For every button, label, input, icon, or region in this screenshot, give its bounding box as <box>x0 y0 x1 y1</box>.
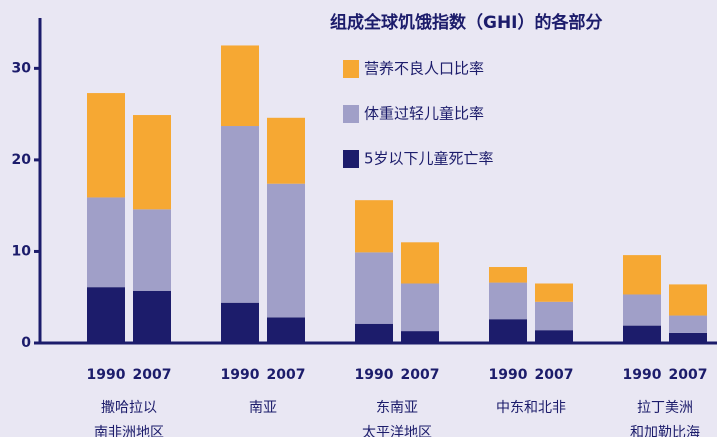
legend-label: 营养不良人口比率 <box>364 60 484 78</box>
x-tick-label: 2007 <box>133 367 172 383</box>
x-tick-label: 2007 <box>267 367 306 383</box>
x-tick-label: 1990 <box>221 367 260 383</box>
y-tick-label: 20 <box>12 152 32 168</box>
bar-segment <box>623 294 661 326</box>
bar-segment <box>623 255 661 295</box>
x-tick-label: 1990 <box>355 367 394 383</box>
bar-segment <box>221 126 259 303</box>
group-label: 东南亚 <box>376 400 418 416</box>
bar-segment <box>489 319 527 343</box>
bar-segment <box>355 200 393 253</box>
chart-title: 组成全球饥饿指数（GHI）的各部分 <box>330 12 603 33</box>
bar-segment <box>221 45 259 127</box>
group-label: 太平洋地区 <box>362 425 432 437</box>
bar-segment <box>355 252 393 324</box>
group-label: 拉丁美洲 <box>637 400 693 416</box>
legend-label: 体重过轻儿童比率 <box>364 105 484 123</box>
bar-segment <box>87 197 125 288</box>
bar-segment <box>623 325 661 343</box>
group-label: 撒哈拉以 <box>101 400 157 416</box>
x-tick-label: 1990 <box>489 367 528 383</box>
legend-swatch <box>343 150 359 168</box>
bar-segment <box>669 284 707 316</box>
bar-segment <box>133 209 171 291</box>
bar-segment <box>489 282 527 320</box>
legend-label: 5岁以下儿童死亡率 <box>364 150 494 168</box>
group-label: 中东和北非 <box>496 400 566 416</box>
y-tick-label: 10 <box>12 243 32 259</box>
bar-segment <box>489 267 527 283</box>
x-tick-label: 2007 <box>669 367 708 383</box>
bar-segment <box>401 331 439 343</box>
bar-segment <box>133 115 171 210</box>
legend-swatch <box>343 105 359 123</box>
group-label: 南非洲地区 <box>94 425 164 437</box>
legend-swatch <box>343 60 359 78</box>
bar-segment <box>221 302 259 343</box>
bar-segment <box>401 242 439 284</box>
bar-segment <box>133 290 171 343</box>
bar-segment <box>535 301 573 331</box>
y-tick-label: 30 <box>12 60 32 76</box>
bar-segment <box>87 93 125 198</box>
bar-segment <box>87 287 125 343</box>
group-label: 和加勒比海 <box>630 425 700 437</box>
x-tick-label: 1990 <box>87 367 126 383</box>
bar-segment <box>267 117 305 184</box>
bar-segment <box>355 323 393 343</box>
bar-segment <box>401 283 439 332</box>
bar-segment <box>669 315 707 333</box>
y-tick-label: 0 <box>21 335 31 351</box>
bar-segment <box>669 332 707 343</box>
x-tick-label: 2007 <box>535 367 574 383</box>
bar-segment <box>267 317 305 343</box>
x-tick-label: 1990 <box>623 367 662 383</box>
bar-segment <box>267 183 305 318</box>
bar-segment <box>535 330 573 343</box>
bar-segment <box>535 283 573 302</box>
group-label: 南亚 <box>249 400 277 416</box>
x-tick-label: 2007 <box>401 367 440 383</box>
